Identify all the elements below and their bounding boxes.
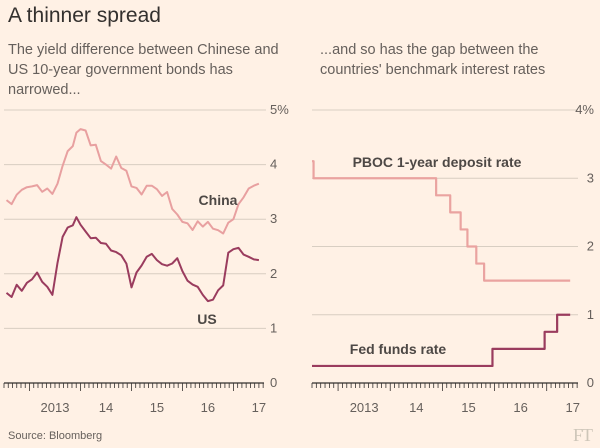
series-line-us	[5, 216, 260, 303]
series-label: Fed funds rate	[350, 341, 447, 357]
x-tick-label: 15	[461, 400, 475, 415]
series-label: US	[197, 311, 216, 327]
left-subtitle: The yield difference between Chinese and…	[8, 42, 279, 98]
y-tick-label: 0	[270, 375, 277, 390]
y-tick-label: 4%	[575, 102, 594, 117]
series-line-china	[5, 128, 260, 235]
x-tick-label: 17	[566, 400, 580, 415]
y-tick-label: 0	[587, 375, 594, 390]
chart-panel-1: 0 1 2 3 4 5% 2013 14 15 16 17 China US	[3, 102, 289, 415]
series-label: PBOC 1-year deposit rate	[353, 154, 522, 170]
y-tick-label: 5%	[270, 102, 289, 117]
chart-panel-2: 0 1 2 3 4% 2013 14 15 16 17 PBOC 1-year deposit ra…	[311, 102, 594, 415]
y-tick-label: 2	[587, 239, 594, 254]
x-tick-label: 2013	[41, 400, 70, 415]
series-line-pboc-1-year-deposit-rate	[312, 160, 571, 282]
chart-title: A thinner spread	[8, 4, 161, 27]
y-tick-label: 1	[270, 320, 277, 335]
ft-logo: FT	[572, 425, 593, 445]
right-subtitle: ...and so has the gap between the countr…	[320, 42, 546, 78]
y-tick-label: 3	[587, 170, 594, 185]
x-tick-label: 14	[99, 400, 113, 415]
y-tick-label: 3	[270, 211, 277, 226]
x-tick-label: 16	[513, 400, 527, 415]
x-tick-label: 14	[409, 400, 423, 415]
x-tick-label: 2013	[350, 400, 379, 415]
series-line-fed-funds-rate	[312, 313, 571, 368]
x-tick-label: 15	[150, 400, 164, 415]
y-tick-label: 4	[270, 157, 277, 172]
x-tick-label: 17	[252, 400, 266, 415]
series-label: China	[199, 192, 238, 208]
source-note: Source: Bloomberg	[8, 430, 103, 442]
y-tick-label: 1	[587, 307, 594, 322]
x-tick-label: 16	[201, 400, 215, 415]
y-tick-label: 2	[270, 266, 277, 281]
